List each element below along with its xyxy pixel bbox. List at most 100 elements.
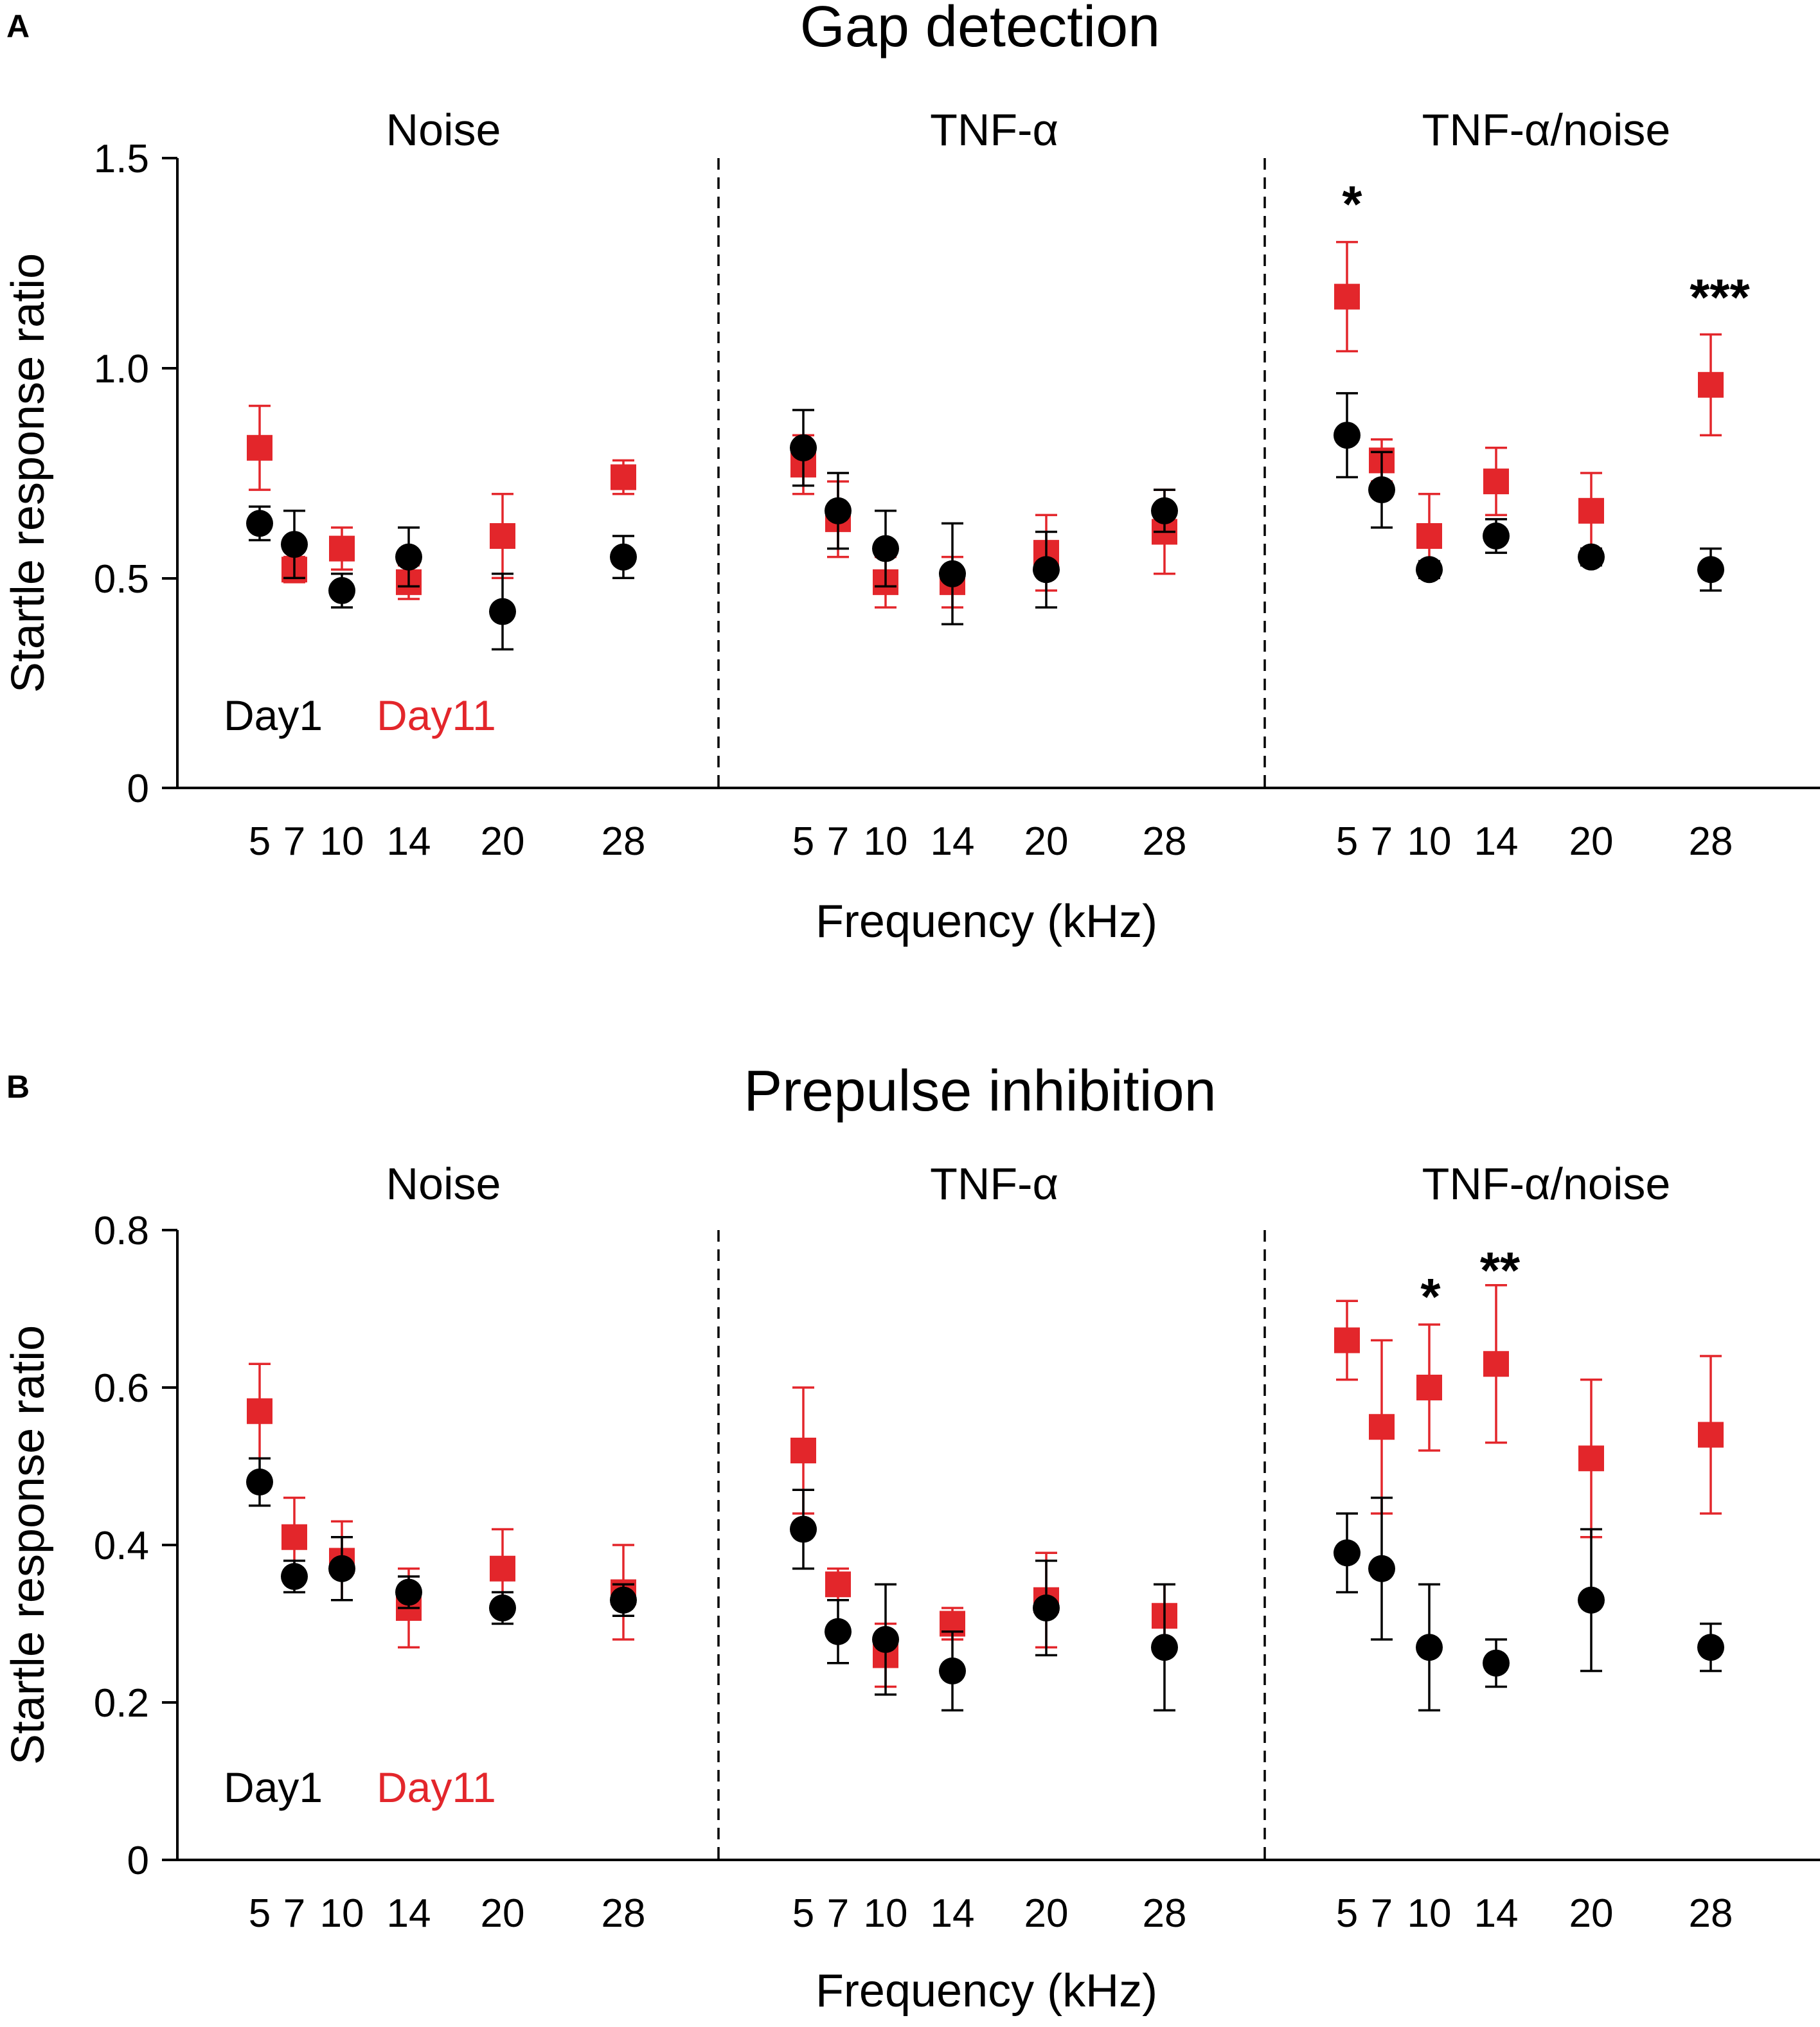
chart-title: Gap detection bbox=[800, 0, 1160, 59]
x-tick-label: 7 bbox=[283, 819, 305, 864]
data-point-day1 bbox=[1151, 497, 1178, 524]
x-tick-label: 10 bbox=[1407, 819, 1452, 864]
data-point-day1 bbox=[939, 1657, 966, 1684]
panel-gap-detection: A Gap detection Noise TNF-α TNF-α/noise … bbox=[3, 0, 1820, 947]
group-title-tnf-noise: TNF-α/noise bbox=[1422, 1159, 1671, 1209]
data-point-day1 bbox=[939, 560, 966, 587]
data-point-day11 bbox=[1416, 523, 1442, 549]
x-tick-label: 28 bbox=[602, 1891, 646, 1936]
y-tick-label: 0.6 bbox=[94, 1366, 149, 1411]
data-point-day1 bbox=[395, 1578, 422, 1606]
data-point-day1 bbox=[872, 1626, 899, 1653]
x-tick-label: 14 bbox=[1474, 819, 1519, 864]
group-title-tnf: TNF-α bbox=[930, 105, 1058, 155]
x-tick-label: 7 bbox=[1371, 1891, 1393, 1936]
panel-letter: A bbox=[6, 8, 30, 44]
data-point-day11 bbox=[825, 1571, 851, 1598]
x-tick-label: 20 bbox=[1024, 819, 1069, 864]
x-tick-label: 5 bbox=[249, 819, 271, 864]
data-point-day1 bbox=[1697, 556, 1724, 584]
data-point-day1 bbox=[1578, 1586, 1605, 1614]
x-tick-label: 28 bbox=[1689, 1891, 1733, 1936]
data-point-day1 bbox=[1416, 1634, 1443, 1661]
y-tick-label: 0.4 bbox=[94, 1524, 149, 1568]
legend-day11: Day11 bbox=[377, 1764, 496, 1811]
data-point-day1 bbox=[489, 1594, 516, 1621]
x-tick-label: 10 bbox=[320, 1891, 364, 1936]
data-point-day1 bbox=[395, 543, 422, 571]
data-point-day11 bbox=[611, 464, 636, 490]
group-title-noise: Noise bbox=[386, 1159, 501, 1209]
data-point-day1 bbox=[825, 1618, 852, 1645]
data-point-day11 bbox=[790, 1438, 816, 1463]
significance-marker: *** bbox=[1690, 269, 1750, 326]
data-point-day11 bbox=[1416, 1375, 1442, 1400]
legend-day1: Day1 bbox=[224, 692, 323, 739]
data-point-day1 bbox=[1151, 1634, 1178, 1661]
x-tick-label: 14 bbox=[387, 1891, 431, 1936]
group-title-tnf: TNF-α bbox=[930, 1159, 1058, 1209]
x-tick-label: 5 bbox=[1336, 1891, 1358, 1936]
group-title-noise: Noise bbox=[386, 105, 501, 155]
data-point-day1 bbox=[246, 510, 273, 537]
y-tick-label: 0 bbox=[127, 767, 149, 811]
data-marks bbox=[246, 1284, 1724, 1711]
data-point-day11 bbox=[1483, 469, 1509, 495]
data-point-day1 bbox=[328, 1555, 355, 1582]
data-point-day11 bbox=[329, 535, 355, 562]
panel-letter: B bbox=[6, 1069, 30, 1105]
data-point-day1 bbox=[1483, 522, 1510, 549]
data-point-day11 bbox=[1578, 497, 1604, 524]
x-tick-label: 20 bbox=[1024, 1891, 1069, 1936]
x-tick-label: 5 bbox=[792, 819, 814, 864]
data-point-day1 bbox=[281, 1563, 308, 1590]
x-tick-label: 20 bbox=[481, 819, 525, 864]
group-title-tnf-noise: TNF-α/noise bbox=[1422, 105, 1671, 155]
data-point-day1 bbox=[872, 535, 899, 562]
data-point-day1 bbox=[1334, 1539, 1361, 1567]
data-point-day1 bbox=[328, 576, 355, 604]
significance-marker: * bbox=[1342, 175, 1362, 233]
significance-marker: * bbox=[1420, 1268, 1441, 1325]
data-point-day1 bbox=[1697, 1634, 1724, 1661]
data-point-day11 bbox=[1578, 1445, 1604, 1472]
x-tick-label: 10 bbox=[1407, 1891, 1452, 1936]
panel-prepulse-inhibition: B Prepulse inhibition Noise TNF-α TNF-α/… bbox=[3, 1059, 1820, 2017]
data-point-day11 bbox=[1334, 1327, 1360, 1353]
y-tick-label: 0.5 bbox=[94, 557, 149, 602]
x-tick-label: 5 bbox=[249, 1891, 271, 1936]
data-point-day1 bbox=[281, 531, 308, 558]
x-tick-label: 10 bbox=[864, 1891, 908, 1936]
legend-day11: Day11 bbox=[377, 692, 496, 739]
data-point-day11 bbox=[1698, 371, 1724, 398]
data-point-day1 bbox=[489, 598, 516, 625]
x-tick-label: 14 bbox=[931, 1891, 975, 1936]
data-point-day1 bbox=[610, 543, 637, 571]
data-point-day11 bbox=[1483, 1351, 1509, 1377]
y-tick-label: 0.8 bbox=[94, 1209, 149, 1253]
y-axis-label: Startle response ratio bbox=[3, 1325, 54, 1765]
data-point-day1 bbox=[1578, 543, 1605, 571]
x-axis-label: Frequency (kHz) bbox=[816, 1965, 1157, 2017]
data-point-day1 bbox=[1368, 476, 1395, 504]
x-tick-label: 20 bbox=[481, 1891, 525, 1936]
x-tick-label: 10 bbox=[864, 819, 908, 864]
data-point-day11 bbox=[281, 1524, 307, 1550]
y-tick-label: 1.0 bbox=[94, 347, 149, 391]
data-marks bbox=[246, 240, 1724, 651]
y-axis-label: Startle response ratio bbox=[3, 253, 54, 693]
x-tick-label: 7 bbox=[827, 819, 849, 864]
data-point-day1 bbox=[825, 497, 852, 524]
x-tick-label: 20 bbox=[1569, 1891, 1614, 1936]
data-point-day1 bbox=[790, 1515, 817, 1543]
data-point-day1 bbox=[1483, 1649, 1510, 1677]
data-point-day1 bbox=[1033, 1594, 1060, 1621]
legend-day1: Day1 bbox=[224, 1764, 323, 1811]
data-point-day1 bbox=[246, 1469, 273, 1496]
x-tick-label: 28 bbox=[602, 819, 646, 864]
chart-title: Prepulse inhibition bbox=[744, 1059, 1216, 1123]
x-tick-label: 28 bbox=[1143, 1891, 1187, 1936]
data-point-day11 bbox=[247, 1398, 272, 1424]
y-tick-label: 0.2 bbox=[94, 1681, 149, 1726]
